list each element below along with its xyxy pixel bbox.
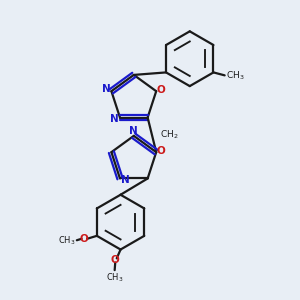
- Text: O: O: [157, 146, 166, 156]
- Text: N: N: [129, 126, 138, 136]
- Text: CH$_3$: CH$_3$: [106, 272, 123, 284]
- Text: CH$_2$: CH$_2$: [160, 129, 179, 141]
- Text: O: O: [157, 85, 166, 95]
- Text: CH$_3$: CH$_3$: [58, 235, 75, 247]
- Text: CH$_3$: CH$_3$: [226, 70, 245, 83]
- Text: N: N: [110, 114, 119, 124]
- Text: N: N: [121, 175, 130, 185]
- Text: O: O: [79, 234, 88, 244]
- Text: N: N: [102, 84, 110, 94]
- Text: O: O: [111, 255, 120, 266]
